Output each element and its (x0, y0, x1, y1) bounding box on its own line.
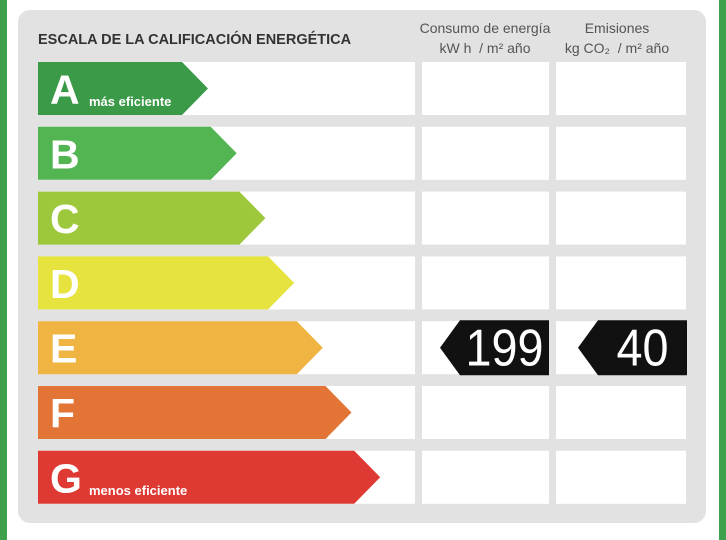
column-heading: Consumo de energía (420, 20, 551, 36)
column-heading: Emisiones (585, 20, 650, 36)
value-cell (422, 62, 549, 115)
class-note: más eficiente (89, 94, 171, 109)
class-letter: A (50, 67, 80, 113)
label-title: ESCALA DE LA CALIFICACIÓN ENERGÉTICA (38, 30, 352, 48)
class-letter: D (50, 261, 80, 307)
class-letter: B (50, 131, 80, 177)
value-cell (422, 450, 549, 504)
class-arrow (38, 386, 352, 439)
value-indicator (578, 320, 687, 376)
indicator-value: 199 (466, 320, 544, 378)
class-letter: G (50, 455, 82, 501)
value-cell (422, 256, 549, 310)
class-arrow (38, 191, 266, 245)
class-arrow (38, 450, 381, 504)
column-unit: kg CO₂ / m² año (565, 40, 669, 56)
class-arrow (38, 62, 208, 115)
value-cell (556, 191, 686, 245)
value-cell (422, 191, 549, 245)
value-cell (556, 450, 686, 504)
class-arrow (38, 321, 323, 375)
value-cell (556, 386, 686, 439)
class-letter: E (50, 326, 77, 372)
class-letter: C (50, 196, 80, 242)
left-border (0, 0, 7, 540)
column-unit: kW h / m² año (439, 40, 530, 56)
right-border (719, 0, 726, 540)
value-cell (556, 256, 686, 310)
class-letter: F (50, 391, 75, 437)
indicator-value: 40 (617, 320, 669, 378)
value-cell (422, 386, 549, 439)
class-arrow (38, 256, 295, 310)
class-note: menos eficiente (89, 483, 187, 498)
value-cell (556, 62, 686, 115)
value-cell (556, 126, 686, 180)
value-cell (422, 126, 549, 180)
class-arrow (38, 126, 237, 180)
value-indicator (440, 320, 549, 376)
